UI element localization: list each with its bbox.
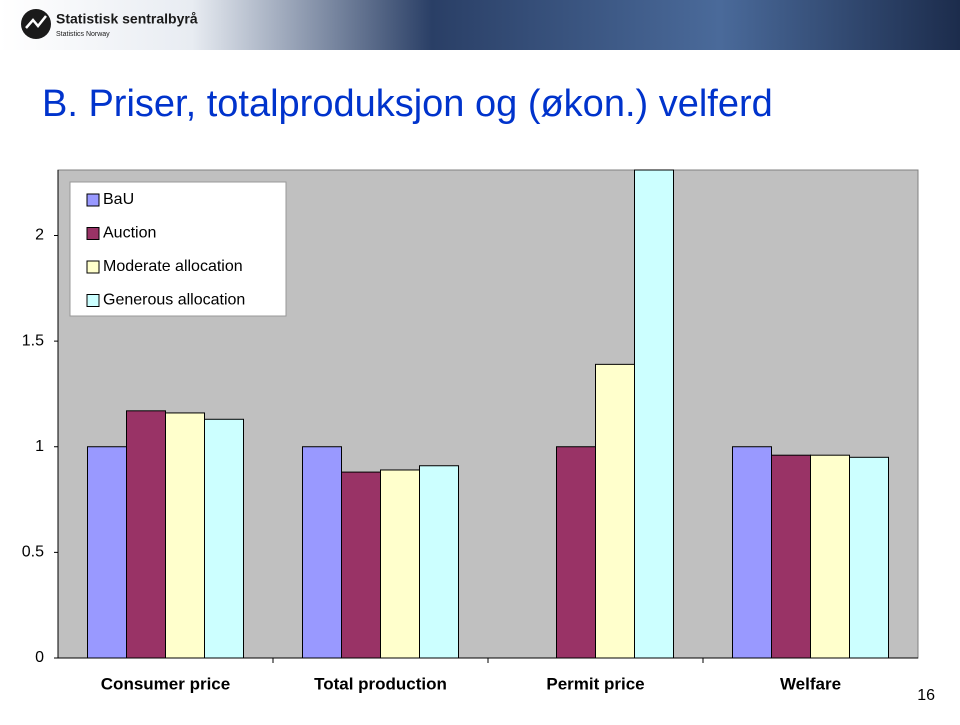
y-tick-label: 2 [35,227,44,244]
bar [595,363,635,659]
bar [87,446,127,659]
page-number: 16 [917,687,935,704]
legend-label: BaU [103,191,134,208]
legend-label: Auction [103,225,156,242]
legend-swatch [86,227,100,240]
bar [126,410,166,659]
legend-swatch [86,294,100,307]
y-tick-label: 0.5 [22,544,44,561]
legend-label: Moderate allocation [103,258,243,275]
legend-swatch [86,260,100,274]
x-tick-label: Total production [314,674,447,693]
bar [732,446,772,659]
y-tick-label: 0 [35,649,44,666]
bar [302,446,342,659]
logo-subtext: Statistics Norway [56,31,110,38]
y-tick-label: 1.5 [22,332,44,349]
logo-mark [25,15,47,29]
bar [165,412,205,659]
x-tick-label: Permit price [546,674,644,693]
legend-label: Generous allocation [103,292,245,309]
chart: 0 0.5 1 1.5 2 Consumer price Total production P… [22,169,919,693]
bar [771,454,811,659]
bar [849,456,889,659]
legend-box [69,181,287,317]
bar [341,471,381,659]
y-tick-label: 1 [35,438,44,455]
bar [634,169,674,659]
legend-swatch [86,193,100,207]
x-tick-label: Welfare [780,674,841,693]
bar [380,469,420,659]
bar [556,446,596,659]
x-tick-label: Consumer price [101,674,230,693]
logo-text: Statistisk sentralbyrå [56,11,198,27]
bar [204,418,244,659]
bar [419,465,459,659]
bar [810,454,850,659]
header-banner [0,0,960,50]
slide-title: B. Priser, totalproduksjon og (økon.) ve… [42,83,773,125]
